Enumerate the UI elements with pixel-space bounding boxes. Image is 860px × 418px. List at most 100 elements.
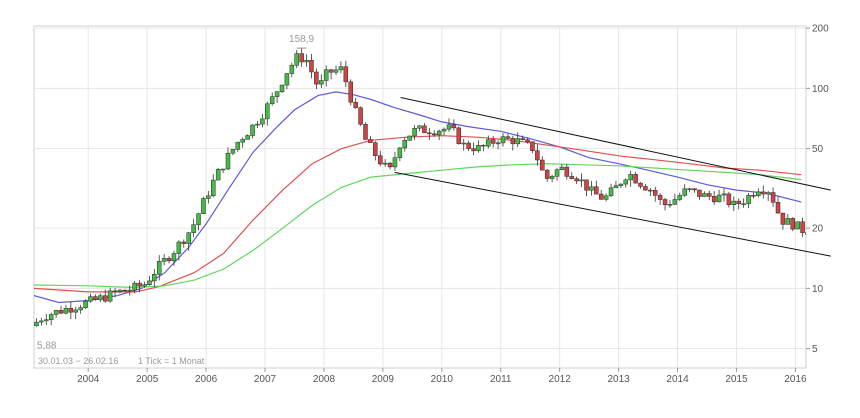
candle-body [78, 307, 83, 311]
candle-body [53, 310, 59, 315]
candle-body [461, 142, 466, 145]
tick-interval-label: 1 Tick = 1 Monat [138, 356, 205, 366]
x-tick-label: 2013 [607, 374, 630, 385]
x-tick-label: 2006 [195, 374, 218, 385]
candle-body [736, 200, 741, 204]
candle-body [505, 136, 511, 139]
candle-body [667, 204, 673, 206]
x-tick-label: 2011 [490, 374, 512, 385]
candle-body [363, 124, 368, 140]
candle-body [210, 179, 216, 197]
candle-body [206, 195, 211, 199]
candle-body [756, 191, 761, 197]
candle-body [431, 133, 437, 136]
candle-body [623, 179, 629, 185]
channel-lines [394, 97, 831, 257]
candle-body [520, 138, 525, 140]
candle-body [500, 136, 506, 144]
candle-body [132, 282, 137, 291]
candle-body [255, 123, 260, 126]
moving-average-line-1 [34, 135, 802, 293]
candle-body [186, 232, 191, 244]
candle-body [451, 124, 457, 129]
candle-body [589, 186, 594, 191]
candle-body [446, 124, 452, 130]
candle-body [377, 155, 383, 165]
candle-body [343, 66, 349, 83]
x-tick-label: 2014 [666, 374, 689, 385]
candle-body [309, 60, 314, 73]
candle-body [102, 295, 108, 302]
candle-body [648, 189, 653, 192]
candle-body [284, 73, 290, 86]
annotations: 158,9 5,88 30.01.03 − 26.02.16 1 Tick = … [37, 34, 314, 366]
candle-body [161, 258, 167, 262]
candle-body [564, 166, 570, 177]
candle-body [770, 192, 776, 203]
candle-body [530, 141, 535, 151]
candle-body [594, 186, 599, 195]
candle-body [707, 193, 712, 197]
candle-body [122, 289, 128, 292]
candle-body [697, 189, 702, 197]
candle-body [166, 258, 172, 262]
candle-body [142, 284, 147, 287]
y-axis: 200 100 50 20 10 5 [806, 24, 829, 355]
candle-body [677, 195, 683, 200]
candle-body [598, 193, 604, 200]
candle-body [299, 53, 304, 63]
candle-body [795, 221, 800, 230]
candle-body [147, 280, 152, 285]
candle-body [510, 138, 516, 145]
candle-body [333, 69, 339, 73]
candle-body [107, 290, 113, 302]
candle-body [628, 174, 633, 181]
candle-body [402, 140, 408, 149]
candle-body [559, 166, 565, 170]
candle-body [98, 295, 103, 300]
candle-body [800, 221, 805, 233]
candle-body [215, 168, 221, 181]
candle-body [279, 84, 285, 92]
candle-body [584, 179, 589, 191]
candle-body [716, 194, 722, 203]
candle-body [751, 195, 756, 197]
candle-body [269, 96, 275, 105]
candle-body [436, 130, 442, 136]
candle-body [48, 314, 54, 320]
candle-body [44, 319, 49, 322]
candle-body [574, 178, 579, 182]
candle-body [181, 241, 187, 244]
candle-body [156, 261, 162, 275]
candle-body [373, 142, 378, 156]
candle-body [338, 66, 344, 71]
candle-body [726, 193, 732, 206]
x-tick-label: 2012 [549, 374, 572, 385]
candle-body [765, 192, 771, 195]
candle-body [657, 195, 663, 200]
candle-body [476, 144, 481, 152]
candle-body [613, 185, 619, 189]
x-tick-label: 2009 [372, 374, 395, 385]
candle-body [721, 193, 727, 196]
x-tick-label: 2004 [77, 374, 100, 385]
high-price-label: 158,9 [289, 34, 314, 45]
candle-body [328, 69, 334, 73]
trendline-0 [400, 97, 831, 191]
candle-body [486, 139, 491, 147]
candle-body [495, 142, 501, 145]
candle-body [417, 125, 422, 129]
candle-body [83, 300, 88, 308]
candle-body [397, 147, 403, 159]
candle-body [741, 203, 746, 205]
candle-body [34, 321, 39, 327]
trendline-1 [394, 171, 831, 257]
candle-body [603, 195, 609, 200]
candle-body [260, 118, 265, 125]
candle-body [790, 218, 795, 230]
x-tick-label: 2015 [725, 374, 748, 385]
candle-body [387, 162, 393, 168]
candle-body [775, 202, 781, 214]
candle-body [427, 132, 432, 135]
